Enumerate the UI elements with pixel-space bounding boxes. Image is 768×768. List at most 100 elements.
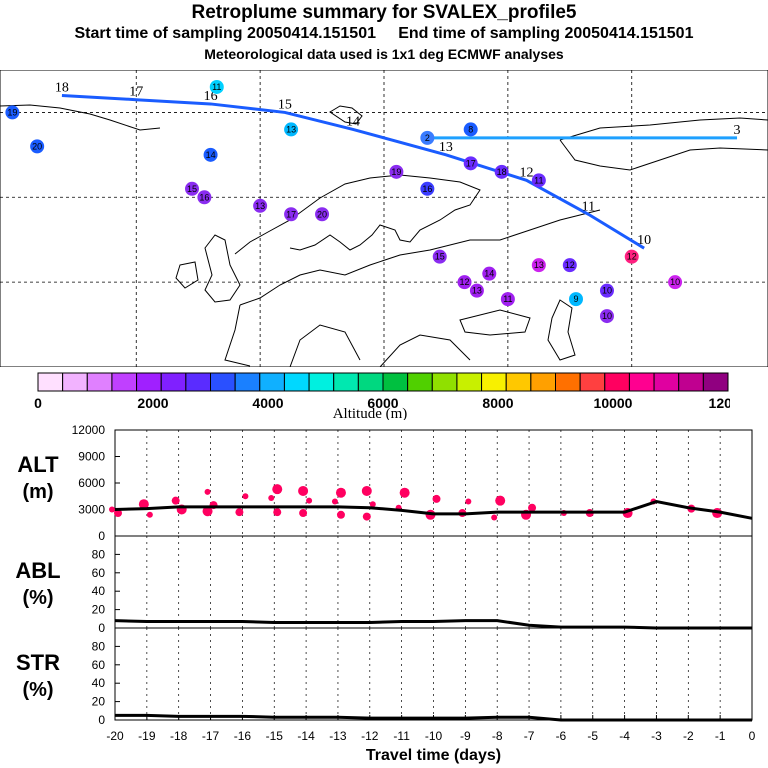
trajectory-day-label: 15: [278, 97, 292, 112]
cluster-marker: 13: [469, 283, 484, 298]
black-sea-coast: [459, 309, 531, 336]
colorbar-tick-label: 8000: [482, 395, 513, 411]
time-series-panels: 030006000900012000ALT(m)020406080ABL(%)0…: [15, 423, 756, 764]
cluster-dot: [432, 249, 447, 264]
alt-cluster-point: [399, 487, 410, 498]
alt-cluster-point: [361, 485, 372, 496]
arctic-russia-coast: [559, 117, 768, 171]
cluster-marker: 10: [599, 309, 614, 324]
alt-cluster-point: [268, 495, 275, 502]
cluster-marker: 11: [500, 292, 515, 307]
colorbar-cell: [210, 372, 236, 392]
cluster-dot: [531, 173, 546, 188]
alt-cluster-point: [495, 495, 506, 506]
cluster-marker: 15: [432, 249, 447, 264]
cluster-dot: [482, 266, 497, 281]
colorbar-cell: [481, 372, 507, 392]
x-tick-label: -8: [492, 729, 503, 743]
cluster-dot: [420, 181, 435, 196]
cluster-marker: 2: [420, 130, 435, 145]
cluster-label: 12: [565, 260, 575, 270]
cluster-marker: 16: [420, 181, 435, 196]
cluster-dot: [253, 198, 268, 213]
cluster-label: 16: [199, 192, 209, 202]
y-tick-label: 40: [92, 584, 106, 598]
cluster-dot: [668, 275, 683, 290]
alt-cluster-point: [204, 488, 211, 495]
cluster-dot: [599, 283, 614, 298]
colorbar-cell: [37, 372, 64, 392]
trajectory-day-label: 11: [582, 199, 595, 214]
cluster-dot: [284, 207, 299, 222]
panel-label: ABL: [15, 558, 60, 583]
cluster-marker: 17: [463, 156, 478, 171]
cluster-marker: 11: [209, 79, 224, 94]
cluster-label: 11: [212, 82, 221, 92]
colorbar-cell: [86, 372, 113, 392]
alt-cluster-point: [299, 509, 308, 518]
x-axis-label: Travel time (days): [366, 747, 501, 764]
cluster-dot: [494, 164, 509, 179]
cluster-dot: [562, 258, 577, 273]
cluster-dot: [209, 79, 224, 94]
alt-cluster-point: [242, 493, 249, 500]
cluster-label: 20: [317, 209, 327, 219]
trajectory-day-label: 13: [439, 140, 453, 155]
y-tick-label: 60: [92, 658, 106, 672]
colorbar-cell: [136, 372, 162, 392]
sampling-times: Start time of sampling 20050414.151501 E…: [74, 25, 694, 42]
cluster-marker: 9: [569, 292, 583, 307]
cluster-dot: [500, 292, 515, 307]
alt-cluster-point: [298, 485, 309, 496]
colorbar-cell: [678, 372, 704, 392]
trajectory-day-label: 17: [129, 85, 143, 100]
cluster-marker: 11: [531, 173, 546, 188]
cluster-dot: [420, 130, 435, 145]
panel-label: ALT: [17, 452, 59, 477]
cluster-dot: [203, 147, 218, 162]
cluster-dot: [30, 139, 45, 154]
x-tick-label: -4: [619, 729, 630, 743]
cluster-dot: [463, 156, 478, 171]
cluster-marker: 19: [5, 105, 20, 120]
alt-cluster-point: [336, 510, 345, 519]
x-tick-label: -17: [202, 729, 220, 743]
x-tick-label: -1: [715, 729, 726, 743]
alt-cluster-point: [272, 484, 283, 495]
coastlines: [0, 104, 768, 367]
cluster-marker: 20: [315, 207, 330, 222]
cluster-dot: [185, 181, 199, 196]
svalbard-coast: [329, 105, 363, 125]
cluster-marker: 12: [457, 275, 472, 290]
x-tick-label: -12: [361, 729, 379, 743]
cluster-marker: 10: [599, 283, 614, 298]
x-tick-label: -19: [138, 729, 156, 743]
alt-cluster-point: [171, 496, 180, 505]
x-tick-label: 0: [749, 729, 756, 743]
colorbar-cell: [702, 372, 729, 392]
alt-cluster-point: [109, 506, 115, 513]
x-tick-label: -15: [266, 729, 284, 743]
cluster-marker: 20: [30, 139, 45, 154]
colorbar-cell: [407, 372, 433, 392]
cluster-label: 12: [627, 252, 637, 262]
cluster-marker: 19: [389, 164, 404, 179]
cluster-dot: [463, 122, 478, 137]
colorbar-cell: [555, 372, 581, 392]
cluster-dot: [284, 122, 299, 137]
cluster-marker: 8: [463, 122, 478, 137]
y-tick-label: 0: [98, 529, 105, 543]
cluster-marker: 13: [284, 122, 299, 137]
cluster-label: 12: [460, 277, 470, 287]
cluster-label: 11: [503, 294, 512, 304]
alt-cluster-point: [306, 497, 313, 504]
colorbar-cell: [505, 372, 532, 392]
cluster-label: 17: [466, 158, 476, 168]
cluster-label: 13: [255, 201, 265, 211]
x-tick-label: -5: [587, 729, 598, 743]
panel-unit: (%): [22, 679, 53, 701]
panel-alt: 0 3000 6000 9000 12000 ALT (m): [17, 423, 753, 543]
alt-cluster-point: [491, 514, 498, 521]
